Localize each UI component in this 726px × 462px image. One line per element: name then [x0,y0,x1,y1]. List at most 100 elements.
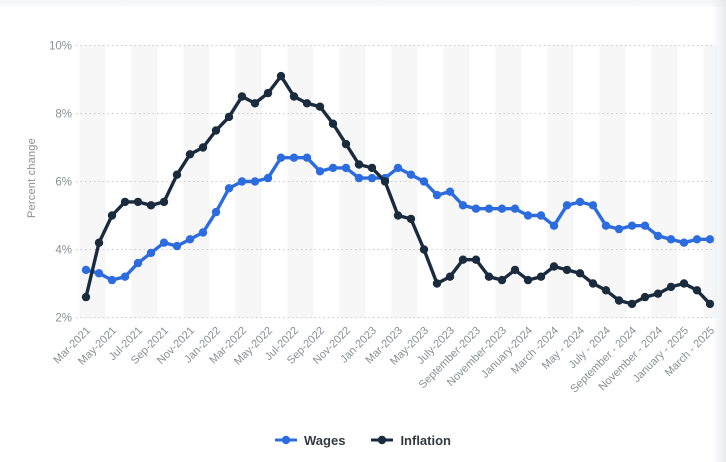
wages-data-point[interactable] [224,184,234,193]
inflation-data-point[interactable] [666,282,676,292]
inflation-data-point[interactable] [510,265,520,275]
inflation-data-point[interactable] [211,126,221,135]
inflation-data-point[interactable] [432,279,442,288]
inflation-data-point[interactable] [380,177,390,186]
inflation-data-point[interactable] [523,275,533,285]
inflation-data-point[interactable] [536,272,546,281]
inflation-data-point[interactable] [627,299,637,309]
inflation-data-point[interactable] [185,150,195,159]
wages-data-point[interactable] [627,221,637,230]
inflation-data-point[interactable] [328,119,338,128]
inflation-data-point[interactable] [614,296,624,305]
inflation-data-point[interactable] [653,289,663,298]
wages-data-point[interactable] [107,275,117,285]
wages-data-point[interactable] [263,173,273,183]
wages-data-point[interactable] [588,201,598,210]
wages-data-point[interactable] [133,258,143,268]
wages-data-point[interactable] [302,153,312,162]
inflation-data-point[interactable] [354,160,364,169]
inflation-data-point[interactable] [146,201,156,210]
inflation-data-point[interactable] [679,279,689,288]
inflation-data-point[interactable] [81,292,91,302]
inflation-data-point[interactable] [315,102,325,111]
wages-data-point[interactable] [640,221,650,230]
legend-item-wages[interactable]: Wages [275,433,345,448]
wages-data-point[interactable] [172,241,182,251]
inflation-data-point[interactable] [250,99,260,108]
wages-data-point[interactable] [692,235,702,244]
wages-data-point[interactable] [120,272,130,281]
wages-data-point[interactable] [315,167,325,176]
wages-data-point[interactable] [289,153,299,162]
inflation-data-point[interactable] [341,139,351,149]
wages-data-point[interactable] [497,204,507,213]
wages-data-point[interactable] [250,177,260,186]
inflation-data-point[interactable] [484,272,494,281]
wages-data-point[interactable] [679,238,689,247]
wages-data-point[interactable] [614,224,624,234]
wages-data-point[interactable] [81,265,91,275]
wages-data-point[interactable] [432,190,442,200]
inflation-data-point[interactable] [289,92,299,101]
inflation-data-point[interactable] [172,170,182,179]
wages-data-point[interactable] [237,177,247,186]
inflation-data-point[interactable] [692,286,702,295]
inflation-data-point[interactable] [159,197,169,207]
wages-data-point[interactable] [523,211,533,220]
wages-data-point[interactable] [146,248,156,258]
wages-data-point[interactable] [328,163,338,173]
inflation-data-point[interactable] [406,214,416,224]
wages-data-point[interactable] [666,235,676,244]
wages-data-point[interactable] [276,153,286,162]
wages-data-point[interactable] [536,211,546,220]
inflation-data-point[interactable] [575,269,585,278]
wages-data-point[interactable] [94,269,104,278]
wages-data-point[interactable] [393,163,403,173]
inflation-data-point[interactable] [94,238,104,247]
inflation-data-point[interactable] [224,112,234,122]
wages-data-point[interactable] [354,173,364,183]
inflation-data-point[interactable] [367,163,377,173]
inflation-data-point[interactable] [705,299,715,309]
wages-data-point[interactable] [445,187,455,196]
wages-data-point[interactable] [601,221,611,230]
wages-data-point[interactable] [198,228,208,237]
wages-data-point[interactable] [471,204,481,213]
inflation-data-point[interactable] [133,197,143,207]
wages-data-point[interactable] [510,204,520,213]
inflation-data-point[interactable] [120,197,130,207]
wages-data-point[interactable] [419,177,429,186]
inflation-data-point[interactable] [562,265,572,275]
inflation-data-point[interactable] [445,272,455,281]
wages-data-point[interactable] [484,204,494,213]
legend-item-inflation[interactable]: Inflation [371,433,451,448]
inflation-data-point[interactable] [419,245,429,254]
wages-data-point[interactable] [185,235,195,244]
wages-data-point[interactable] [562,201,572,210]
inflation-data-point[interactable] [497,275,507,285]
wages-data-point[interactable] [549,221,559,230]
wages-data-point[interactable] [367,173,377,183]
inflation-data-point[interactable] [601,286,611,295]
inflation-data-point[interactable] [276,71,286,81]
inflation-data-point[interactable] [107,211,117,220]
wages-data-point[interactable] [458,201,468,210]
inflation-data-point[interactable] [302,99,312,108]
wages-data-point[interactable] [653,231,663,241]
inflation-data-point[interactable] [263,88,273,98]
wages-data-point[interactable] [406,170,416,179]
wages-data-point[interactable] [211,207,221,217]
inflation-data-point[interactable] [588,279,598,288]
inflation-data-point[interactable] [549,262,559,271]
wages-data-point[interactable] [159,238,169,247]
inflation-data-point[interactable] [237,92,247,101]
inflation-data-point[interactable] [458,255,468,264]
inflation-data-point[interactable] [198,143,208,152]
wages-data-point[interactable] [575,197,585,207]
inflation-data-point[interactable] [640,292,650,302]
wages-data-point[interactable] [705,235,715,244]
inflation-data-point[interactable] [471,255,481,264]
inflation-data-point[interactable] [393,211,403,220]
wages-data-point[interactable] [341,163,351,173]
